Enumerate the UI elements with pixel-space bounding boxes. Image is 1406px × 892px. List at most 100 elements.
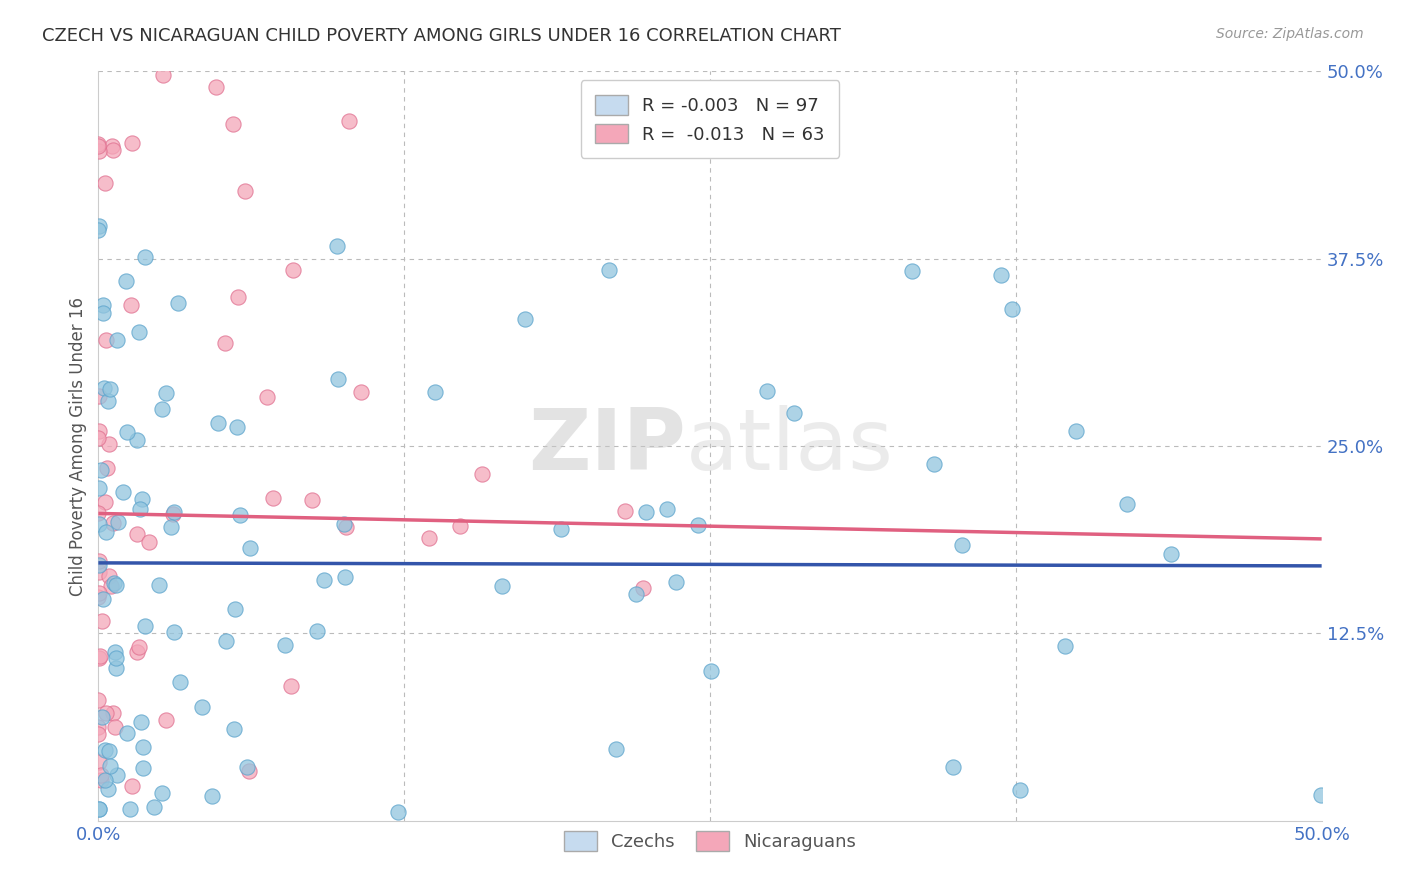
Point (922, 457, 945, 471)
Point (134, 619, 156, 633)
Point (91, 298, 114, 312)
Point (226, 420, 249, 434)
Point (121, 136, 143, 150)
Point (312, 574, 335, 588)
Point (224, 602, 246, 616)
Point (626, 587, 648, 601)
Point (224, 723, 246, 737)
Point (150, 402, 173, 417)
Point (387, 805, 409, 820)
Point (605, 741, 627, 756)
Point (214, 335, 236, 350)
Point (87, 517, 110, 532)
Point (115, 274, 138, 288)
Point (236, 760, 259, 774)
Point (89, 553, 111, 567)
Point (87, 431, 110, 445)
Point (87, 585, 110, 599)
Point (900, 264, 922, 278)
Point (191, 700, 214, 714)
Point (89, 648, 111, 663)
Point (87, 558, 110, 572)
Point (87, 137, 110, 152)
Point (98, 744, 121, 758)
Text: Source: ZipAtlas.com: Source: ZipAtlas.com (1216, 27, 1364, 41)
Point (598, 263, 620, 277)
Point (98, 759, 121, 773)
Point (89, 219, 111, 233)
Point (87, 693, 110, 707)
Point (657, 502, 679, 516)
Point (1064, 424, 1087, 438)
Point (337, 114, 360, 128)
Point (1054, 639, 1077, 653)
Point (335, 570, 357, 584)
Point (1116, 497, 1139, 511)
Point (89, 756, 111, 770)
Point (941, 760, 963, 774)
Point (87, 138, 110, 153)
Point (418, 531, 440, 545)
Point (128, 502, 150, 516)
Point (91, 710, 114, 724)
Point (90, 615, 112, 629)
Point (256, 390, 278, 404)
Point (87, 727, 110, 741)
Point (491, 579, 513, 593)
Point (125, 645, 148, 659)
Point (634, 506, 657, 520)
Point (91, 306, 114, 320)
Point (301, 492, 323, 507)
Y-axis label: Child Poverty Among Girls Under 16: Child Poverty Among Girls Under 16 (69, 296, 87, 596)
Point (97, 393, 120, 408)
Point (699, 665, 721, 679)
Point (107, 515, 129, 529)
Point (134, 250, 156, 264)
Point (229, 508, 252, 522)
Point (101, 138, 124, 153)
Point (550, 522, 572, 536)
Point (105, 768, 128, 782)
Point (112, 485, 135, 500)
Point (163, 625, 186, 640)
Point (226, 290, 249, 304)
Point (238, 764, 260, 779)
Point (121, 780, 143, 794)
Point (93, 743, 115, 757)
Point (1160, 547, 1182, 561)
Point (159, 520, 181, 534)
Point (129, 715, 152, 730)
Point (87, 802, 110, 816)
Point (131, 492, 153, 507)
Point (104, 578, 127, 592)
Point (167, 296, 190, 310)
Point (90, 463, 112, 477)
Point (450, 519, 472, 533)
Point (98, 569, 121, 583)
Point (96, 706, 118, 720)
Point (633, 582, 655, 596)
Point (128, 640, 150, 654)
Point (101, 143, 124, 157)
Point (688, 518, 710, 533)
Point (87, 720, 110, 734)
Point (333, 517, 356, 532)
Point (115, 425, 138, 439)
Point (138, 535, 160, 549)
Point (94, 772, 117, 787)
Point (423, 385, 446, 400)
Point (1310, 789, 1333, 803)
Point (207, 416, 229, 430)
Point (1010, 782, 1032, 797)
Point (87, 590, 110, 604)
Point (326, 371, 349, 385)
Point (127, 433, 149, 447)
Point (155, 385, 177, 400)
Point (1000, 302, 1022, 317)
Point (103, 706, 125, 720)
Point (274, 638, 297, 652)
Point (233, 184, 256, 198)
Point (120, 298, 142, 312)
Point (94, 176, 117, 190)
Point (128, 325, 150, 339)
